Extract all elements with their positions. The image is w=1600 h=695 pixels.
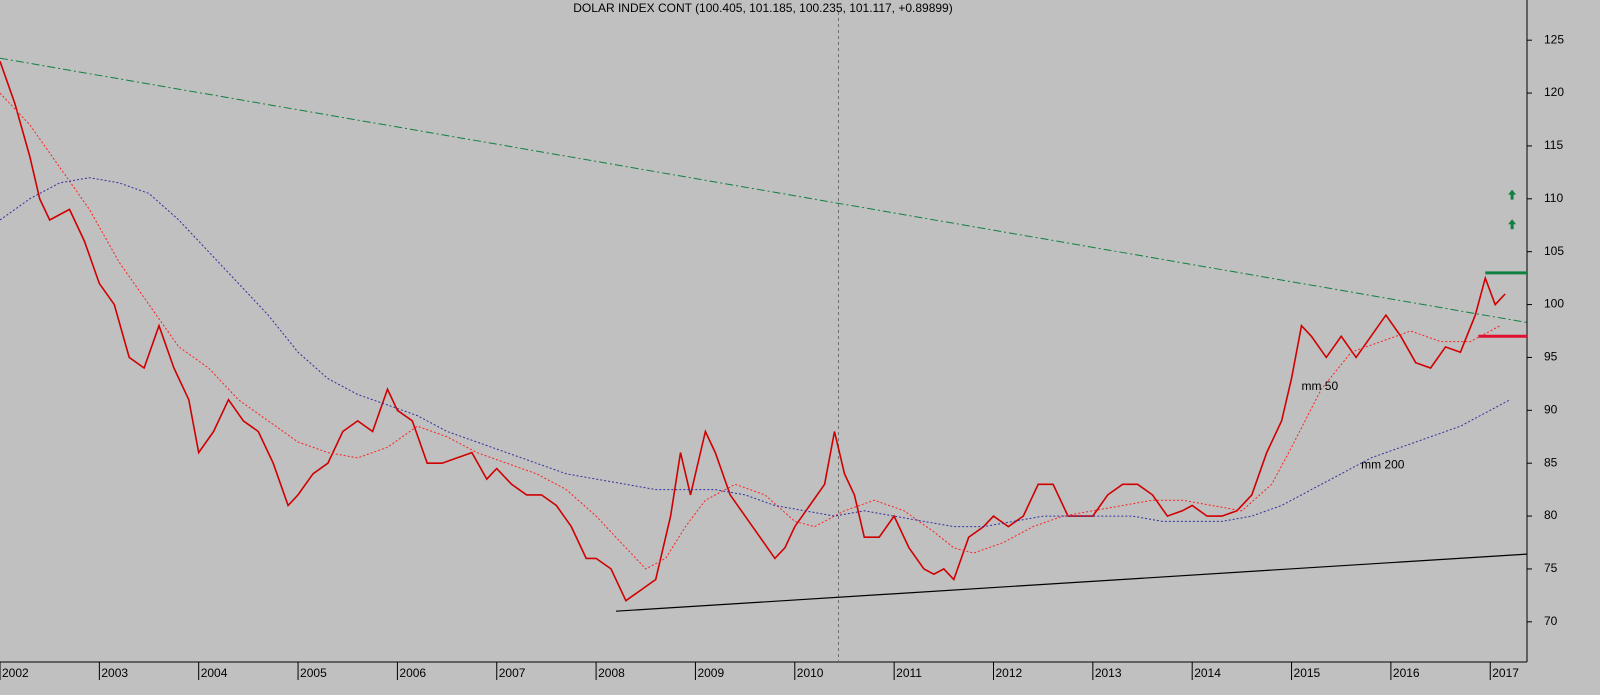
moving-average [0, 92, 1501, 570]
trendline [615, 553, 1528, 612]
x-tick-label: 2017 [1492, 666, 1519, 680]
x-tick-label: 2014 [1194, 666, 1221, 680]
y-tick-label: 125 [1544, 32, 1564, 46]
y-tick-label: 115 [1544, 138, 1563, 152]
annotation: mm 200 [1361, 457, 1405, 471]
x-tick-label: 2010 [797, 666, 824, 680]
y-tick-label: 110 [1544, 191, 1563, 205]
y-tick-label: 70 [1544, 614, 1558, 628]
y-tick-label: 120 [1544, 85, 1564, 99]
trendline [0, 57, 1528, 323]
x-tick-label: 2011 [896, 666, 922, 680]
x-tick-label: 2007 [499, 666, 526, 680]
y-tick-label: 85 [1544, 455, 1558, 469]
x-tick-label: 2005 [300, 666, 327, 680]
x-tick-label: 2008 [598, 666, 625, 680]
x-tick-label: 2012 [995, 666, 1022, 680]
x-tick-label: 2013 [1095, 666, 1122, 680]
y-tick-label: 95 [1544, 350, 1558, 364]
x-tick-label: 2009 [697, 666, 724, 680]
x-tick-label: 2002 [2, 666, 29, 680]
x-tick-label: 2003 [101, 666, 128, 680]
x-tick-label: 2006 [399, 666, 426, 680]
arrow [1508, 189, 1517, 200]
annotation: mm 50 [1301, 379, 1338, 393]
x-tick-label: 2004 [201, 666, 228, 680]
y-tick-label: 100 [1544, 297, 1564, 311]
x-tick-label: 2016 [1393, 666, 1420, 680]
y-tick-label: 80 [1544, 508, 1558, 522]
arrow [1508, 219, 1517, 230]
y-tick-label: 105 [1544, 244, 1564, 258]
price-line [0, 61, 1506, 602]
chart-title: DOLAR INDEX CONT (100.405, 101.185, 100.… [573, 1, 952, 15]
x-tick-label: 2015 [1294, 666, 1321, 680]
y-tick-label: 75 [1544, 561, 1558, 575]
y-tick-label: 90 [1544, 402, 1558, 416]
